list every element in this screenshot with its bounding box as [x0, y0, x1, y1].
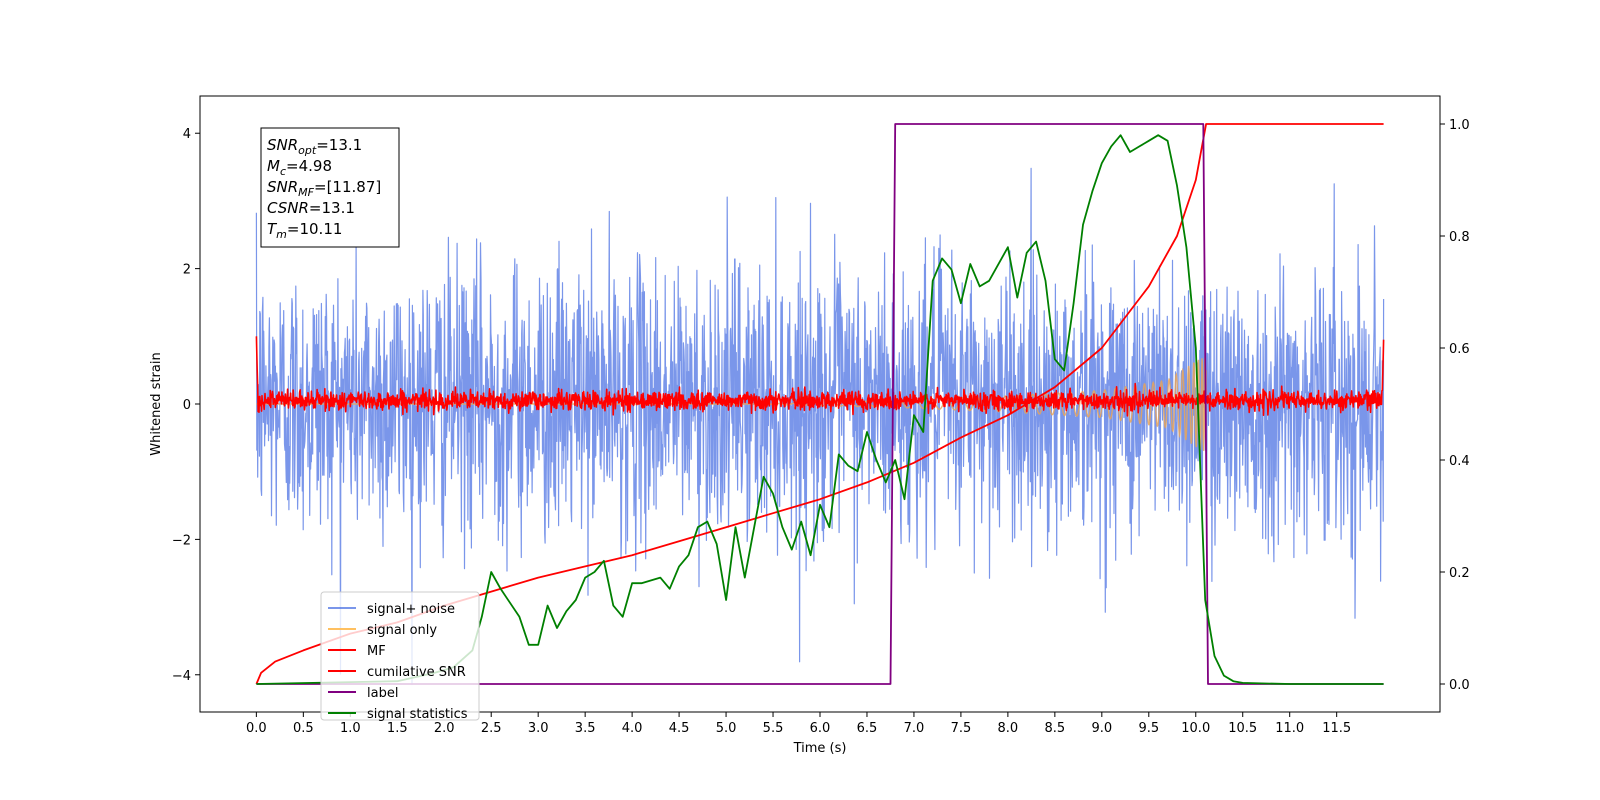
y2-tick-label: 0.6 — [1449, 342, 1470, 357]
y-axis-label: Whitened strain — [149, 352, 164, 455]
series-signal-statistics — [256, 134, 1384, 685]
y-tick-label: 0 — [183, 398, 191, 413]
y-tick-label: −2 — [172, 533, 191, 548]
y2-tick-label: 0.8 — [1449, 230, 1470, 245]
x-tick-label: 2.5 — [481, 721, 502, 736]
x-tick-label: 10.5 — [1228, 721, 1257, 736]
x-tick-label: 8.0 — [998, 721, 1019, 736]
legend-label: signal+ noise — [367, 602, 455, 617]
series-label — [256, 123, 1384, 685]
legend-label: signal only — [367, 623, 437, 638]
x-tick-label: 0.5 — [293, 721, 314, 736]
series-mf — [255, 336, 1385, 417]
x-axis-label: Time (s) — [793, 741, 847, 756]
y-tick-label: −4 — [172, 669, 191, 684]
legend-label: signal statistics — [367, 707, 468, 722]
x-tick-label: 10.0 — [1181, 721, 1210, 736]
x-tick-label: 7.5 — [951, 721, 972, 736]
x-tick-label: 9.0 — [1091, 721, 1112, 736]
x-tick-label: 4.5 — [669, 721, 690, 736]
axes-layer: 0.0 0.5 1.0 1.5 2.0 2.5 3.0 3.5 4.0 4.5 5.0 5.5 6.0 6… — [172, 118, 1470, 736]
y2-tick-label: 0.4 — [1449, 454, 1470, 469]
y-tick-label: 4 — [183, 127, 191, 142]
x-tick-label: 5.5 — [763, 721, 784, 736]
y2-tick-label: 0.0 — [1449, 678, 1470, 693]
annotation-line: Mc=4.98 — [267, 157, 332, 178]
x-tick-label: 11.0 — [1275, 721, 1304, 736]
x-tick-label: 3.5 — [575, 721, 596, 736]
x-tick-label: 2.0 — [434, 721, 455, 736]
annotation-line: SNRopt=13.1 — [267, 136, 362, 157]
annotation-line: Tm=10.11 — [267, 220, 342, 241]
x-tick-label: 1.5 — [387, 721, 408, 736]
x-tick-label: 7.0 — [904, 721, 925, 736]
x-tick-label: 6.5 — [857, 721, 878, 736]
annotation-box: SNRopt=13.1Mc=4.98SNRMF=[11.87]CSNR=13.1… — [260, 127, 400, 248]
legend-label: cumilative SNR — [367, 665, 466, 680]
legend: signal+ noise signal only MF cumilative SNR… — [320, 591, 480, 722]
x-tick-label: 11.5 — [1322, 721, 1351, 736]
y-tick-label: 2 — [183, 263, 191, 278]
x-tick-label: 5.0 — [716, 721, 737, 736]
x-tick-label: 0.0 — [246, 721, 267, 736]
y2-tick-label: 0.2 — [1449, 566, 1470, 581]
x-tick-label: 4.0 — [622, 721, 643, 736]
x-tick-label: 8.5 — [1045, 721, 1066, 736]
x-tick-label: 3.0 — [528, 721, 549, 736]
legend-label: label — [367, 686, 398, 701]
annotation-line: SNRMF=[11.87] — [267, 178, 381, 199]
legend-label: MF — [367, 644, 386, 659]
x-tick-label: 1.0 — [340, 721, 361, 736]
y2-tick-label: 1.0 — [1449, 118, 1470, 133]
x-tick-label: 6.0 — [810, 721, 831, 736]
x-tick-label: 9.5 — [1138, 721, 1159, 736]
annotation-line: CSNR=13.1 — [267, 199, 355, 217]
